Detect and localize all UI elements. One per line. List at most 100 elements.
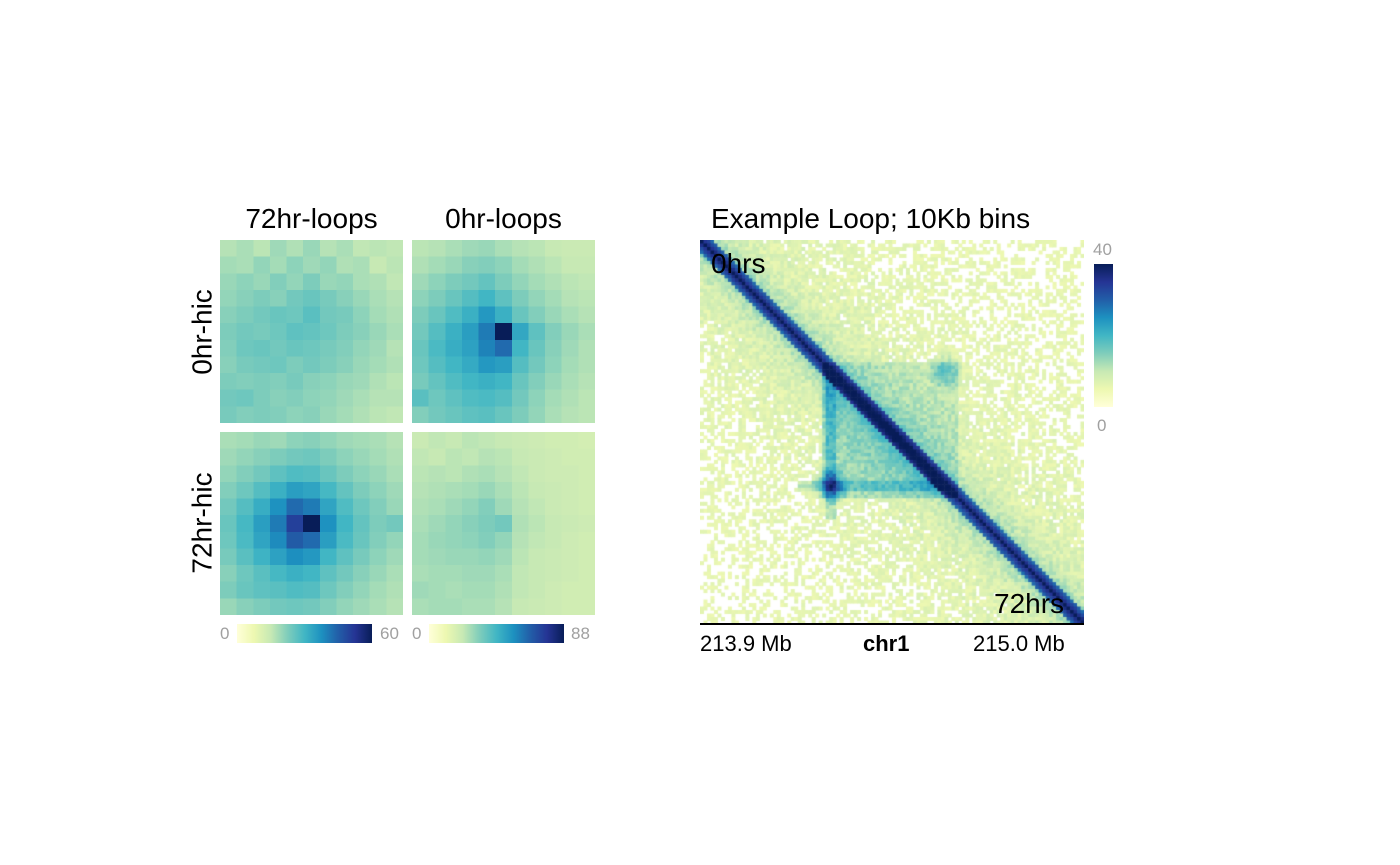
apa-cell (478, 256, 496, 274)
colorbar-max-72hr-loops: 60 (380, 624, 399, 643)
apa-cell (369, 515, 387, 533)
apa-cell (528, 339, 546, 358)
apa-cell (545, 581, 563, 599)
apa-cell (561, 448, 579, 466)
apa-cell (511, 256, 530, 274)
apa-cell (336, 548, 354, 566)
apa-cell (545, 598, 563, 615)
apa-cell (545, 323, 563, 341)
x-axis-line (700, 623, 1084, 625)
apa-cell (269, 389, 288, 407)
apa-cell (353, 306, 371, 324)
apa-cell (353, 256, 371, 274)
apa-cell (269, 273, 288, 291)
apa-cell (286, 339, 304, 358)
apa-cell (461, 598, 480, 615)
apa-cell (336, 273, 354, 291)
apa-cell (412, 289, 430, 308)
apa-cell (386, 598, 403, 615)
apa-cell (286, 481, 304, 500)
apa-cell (561, 581, 579, 599)
apa-cell (236, 273, 254, 291)
apa-cell (303, 448, 321, 466)
apa-cell (412, 565, 430, 583)
apa-cell (545, 356, 563, 374)
apa-cell (478, 481, 496, 500)
apa-cell (461, 289, 480, 308)
apa-cell (220, 481, 238, 500)
apa-cell (253, 356, 271, 374)
apa-cell (286, 565, 304, 583)
apa-cell (319, 432, 338, 450)
apa-cell (253, 273, 271, 291)
apa-cell (528, 581, 546, 599)
apa-cell (528, 273, 546, 291)
upper-triangle-label: 0hrs (711, 248, 766, 279)
apa-cell (369, 356, 387, 374)
apa-cell (578, 256, 595, 274)
row-label-72hr-hic: 72hr-hic (186, 472, 218, 574)
apa-cell (461, 548, 480, 566)
apa-cell (461, 306, 480, 324)
apa-cell (428, 448, 446, 466)
apa-cell (369, 498, 387, 516)
apa-cell (545, 406, 563, 423)
apa-cell (461, 273, 480, 291)
apa-cell (445, 289, 463, 308)
apa-cell (269, 581, 288, 599)
apa-heatmap-svg (220, 240, 403, 423)
apa-cell (495, 323, 513, 341)
apa-cell (428, 306, 446, 324)
apa-cell (478, 531, 496, 550)
apa-cell (511, 306, 530, 324)
apa-cell (578, 448, 595, 466)
apa-heatmap-svg (220, 432, 403, 615)
apa-cell (319, 339, 338, 358)
apa-cell (412, 448, 430, 466)
apa-cell (578, 565, 595, 583)
apa-cell (528, 406, 546, 423)
apa-cell (528, 373, 546, 391)
apa-cell (236, 465, 254, 483)
apa-cell (269, 565, 288, 583)
apa-cell (428, 465, 446, 483)
apa-cell (528, 481, 546, 500)
apa-cell (286, 373, 304, 391)
apa-cell (386, 240, 403, 258)
apa-cell (220, 256, 238, 274)
apa-cell (286, 432, 304, 450)
apa-cell (412, 356, 430, 374)
apa-cell (511, 373, 530, 391)
apa-cell (319, 465, 338, 483)
apa-cell (319, 289, 338, 308)
apa-cell (528, 289, 546, 308)
apa-cell (253, 581, 271, 599)
apa-cell (369, 339, 387, 358)
apa-cell (478, 406, 496, 423)
apa-cell (336, 306, 354, 324)
apa-cell (286, 240, 304, 258)
apa-cell (336, 432, 354, 450)
apa-cell (286, 515, 304, 533)
apa-cell (445, 356, 463, 374)
apa-cell (495, 373, 513, 391)
apa-cell (369, 406, 387, 423)
apa-cell (511, 448, 530, 466)
apa-cell (412, 323, 430, 341)
apa-cell (353, 498, 371, 516)
apa-cell (353, 548, 371, 566)
apa-cell (428, 481, 446, 500)
apa-cell (253, 289, 271, 308)
apa-cell (511, 515, 530, 533)
apa-cell (236, 373, 254, 391)
apa-cell (428, 531, 446, 550)
apa-cell (478, 548, 496, 566)
apa-cell (511, 273, 530, 291)
apa-cell (369, 323, 387, 341)
apa-cell (303, 406, 321, 423)
colorbar-min-72hr-loops: 0 (220, 624, 230, 643)
apa-cell (319, 565, 338, 583)
apa-cell (428, 373, 446, 391)
apa-cell (428, 273, 446, 291)
apa-cell (369, 531, 387, 550)
